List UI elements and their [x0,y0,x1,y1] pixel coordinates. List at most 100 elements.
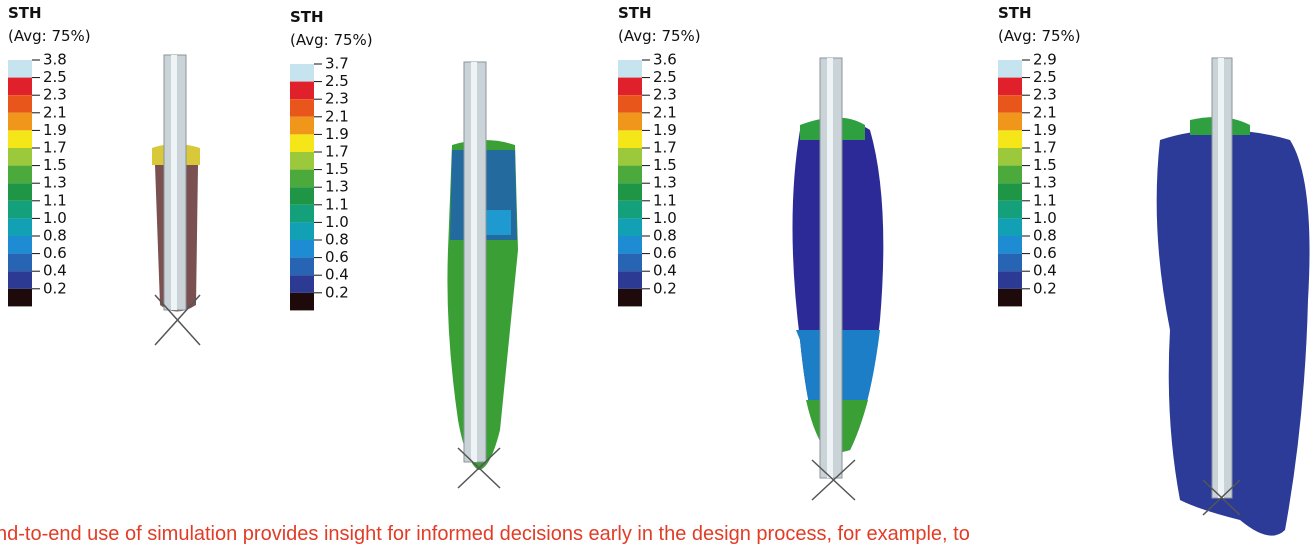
legend-subtitle: (Avg: 75%) [290,31,373,49]
legend-label: 2.1 [43,103,67,121]
legend-swatch [8,271,32,289]
legend-label: 0.2 [43,279,67,297]
legend-label: 1.7 [1033,139,1057,157]
legend-swatch [998,130,1022,148]
legend-swatch [8,78,32,96]
legend-label: 1.1 [1033,191,1057,209]
legend-label: 1.9 [325,125,349,143]
legend-swatch [290,240,314,258]
legend-label: 2.5 [1033,68,1057,86]
legend-label: 1.7 [325,143,349,161]
legend-label: 2.1 [653,103,677,121]
legend-label: 1.5 [325,160,349,178]
legend-swatch [998,166,1022,184]
legend-swatch [8,218,32,236]
legend-swatch [290,152,314,170]
legend-label: 1.3 [1033,174,1057,192]
legend-swatch [618,166,642,184]
legend-swatch [998,78,1022,96]
legend-swatch [618,130,642,148]
legend-swatch [998,113,1022,131]
legend-label: 0.8 [653,227,677,245]
legend-label: 0.6 [325,248,349,266]
legend-label: 1.7 [43,139,67,157]
legend-swatch [618,271,642,289]
legend-swatch [8,95,32,113]
legend-label: 1.0 [325,213,349,231]
legend-label: 1.5 [1033,156,1057,174]
model-4 [1157,58,1310,536]
legend-swatch [998,183,1022,201]
legend-swatch [618,113,642,131]
model-2 [447,62,518,488]
legend-swatch [998,236,1022,254]
legend-swatch [618,236,642,254]
legend-label: 3.6 [653,51,677,69]
legend-title: STH [8,4,42,22]
legend-label: 1.5 [43,156,67,174]
legend-label: 2.1 [1033,103,1057,121]
legend-label: 2.1 [325,107,349,125]
legend-swatch [998,254,1022,272]
legend-label: 1.0 [43,209,67,227]
legend-swatch [998,148,1022,166]
legend-label: 0.2 [1033,279,1057,297]
legend-swatch [8,236,32,254]
legend-label: 0.6 [1033,244,1057,262]
legend-swatch [290,99,314,117]
legend-swatch [618,289,642,307]
legend-label: 1.3 [653,174,677,192]
legend-swatch [8,113,32,131]
legend-label: 2.5 [653,68,677,86]
legend-label: 1.3 [43,174,67,192]
legend-label: 0.4 [1033,262,1057,280]
legend-label: 0.4 [43,262,67,280]
legend-label: 0.6 [43,244,67,262]
legend-swatch [998,289,1022,307]
legend-swatch [8,201,32,219]
legend-label: 1.1 [43,191,67,209]
legend-title: STH [618,4,652,22]
legend-label: 1.9 [1033,121,1057,139]
legend-swatch [8,130,32,148]
legend-swatch [290,222,314,240]
legend-swatch [290,275,314,293]
legend-swatch [290,134,314,152]
legend-title: STH [998,4,1032,22]
legend-swatch [998,218,1022,236]
legend-swatch [618,218,642,236]
legend-swatch [290,64,314,82]
legend-label: 2.9 [1033,51,1057,69]
legend-label: 2.3 [43,86,67,104]
legend-swatch [290,170,314,188]
legend-swatch [618,95,642,113]
model-1 [152,55,200,345]
model-3 [793,58,884,500]
legend-swatch [290,187,314,205]
legend-swatch [618,78,642,96]
legend-swatch [8,60,32,78]
legend-label: 0.4 [653,262,677,280]
legend-swatch [8,254,32,272]
legend-label: 2.5 [325,72,349,90]
legend-swatch [618,254,642,272]
legend-subtitle: (Avg: 75%) [8,27,91,45]
legend-swatch [8,289,32,307]
legend-label: 0.8 [1033,227,1057,245]
legend-label: 2.3 [325,90,349,108]
legend-subtitle: (Avg: 75%) [618,27,701,45]
legend-swatch [998,95,1022,113]
legend-swatch [8,166,32,184]
legend-swatch [290,293,314,311]
legend-label: 2.5 [43,68,67,86]
legend-swatch [998,60,1022,78]
legend-label: 1.9 [43,121,67,139]
legend-label: 1.1 [325,195,349,213]
legend-label: 2.3 [653,86,677,104]
figure: nd-to-end use of simulation provides ins… [0,0,1313,546]
legend-label: 2.3 [1033,86,1057,104]
legend-swatch [618,60,642,78]
legend-swatch [8,148,32,166]
legend-swatch [290,82,314,100]
legend-swatch [998,271,1022,289]
